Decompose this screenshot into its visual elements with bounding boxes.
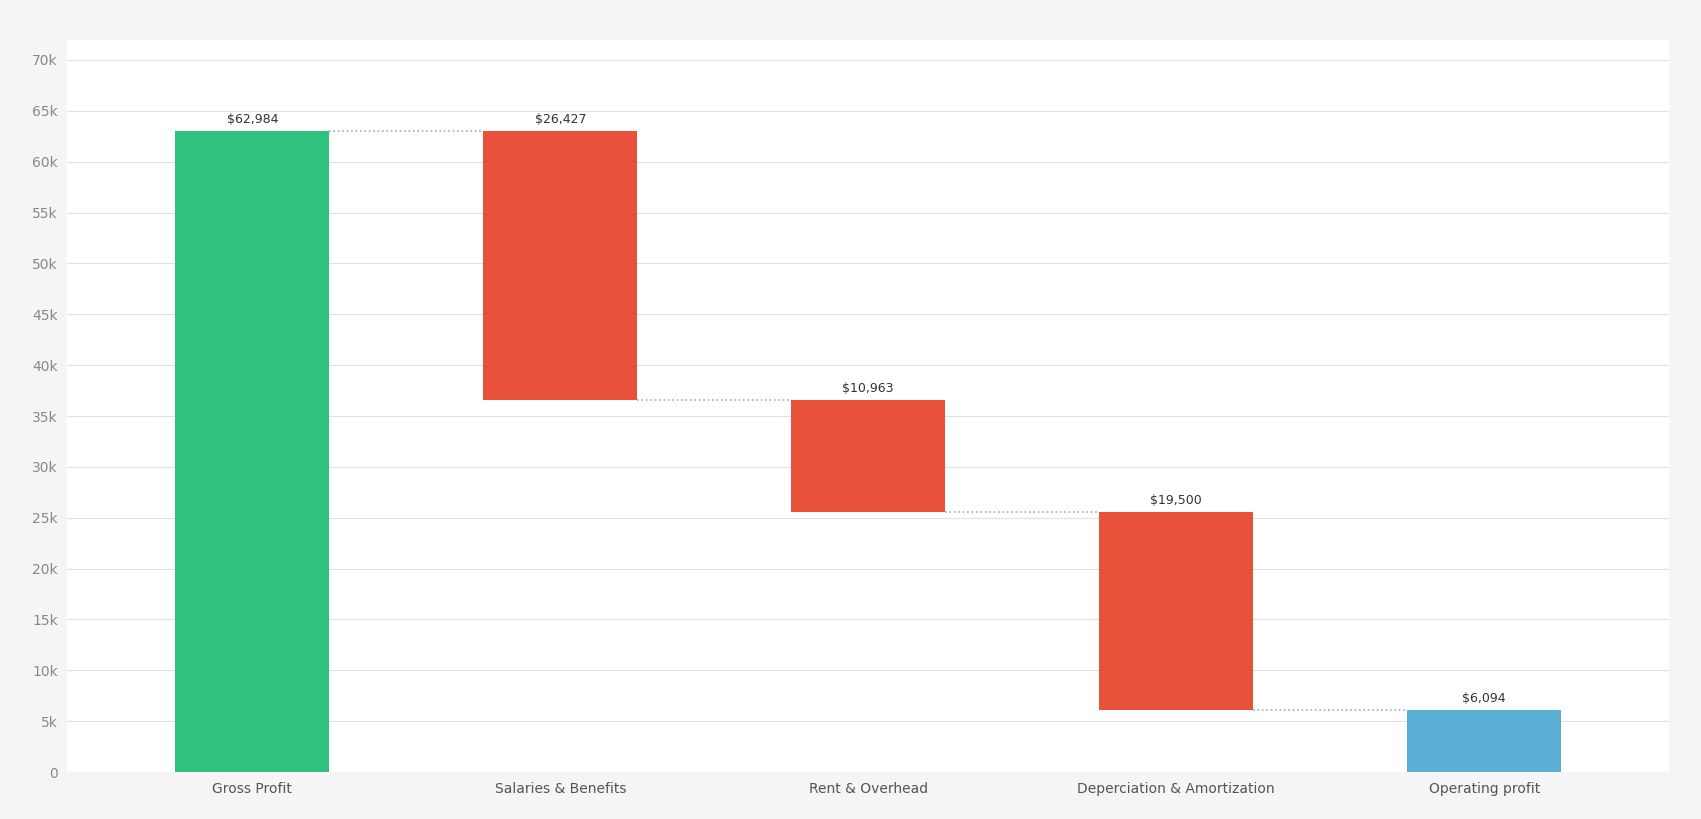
Bar [175, 131, 330, 772]
Bar [483, 131, 638, 400]
Text: $6,094: $6,094 [1463, 692, 1505, 705]
Bar [791, 400, 946, 512]
Text: $19,500: $19,500 [1150, 494, 1203, 507]
Text: $62,984: $62,984 [226, 113, 277, 126]
Bar [1407, 710, 1562, 772]
Bar [1099, 512, 1254, 710]
Text: $10,963: $10,963 [842, 382, 895, 395]
Text: $26,427: $26,427 [534, 113, 587, 126]
